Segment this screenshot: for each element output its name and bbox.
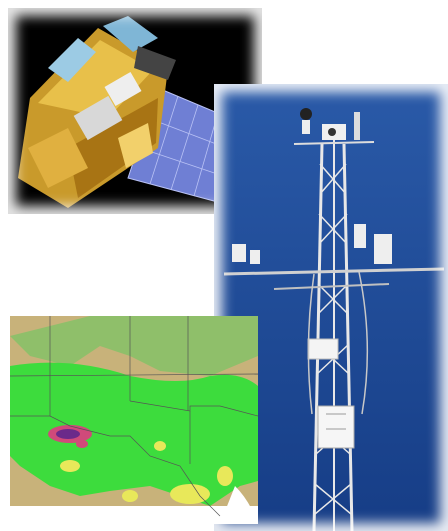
tower-boom xyxy=(223,267,445,276)
side-sensors xyxy=(232,224,392,264)
top-instruments xyxy=(293,108,375,145)
yellow-patches xyxy=(60,441,233,504)
precipitation-map xyxy=(10,316,258,524)
precip-hotspot xyxy=(48,425,92,448)
state-borders xyxy=(10,316,258,517)
enclosure-box-upper xyxy=(307,338,339,360)
satellite-body xyxy=(18,16,176,208)
precipitation-map-icon xyxy=(10,316,258,524)
enclosure-box-lower xyxy=(317,405,355,449)
